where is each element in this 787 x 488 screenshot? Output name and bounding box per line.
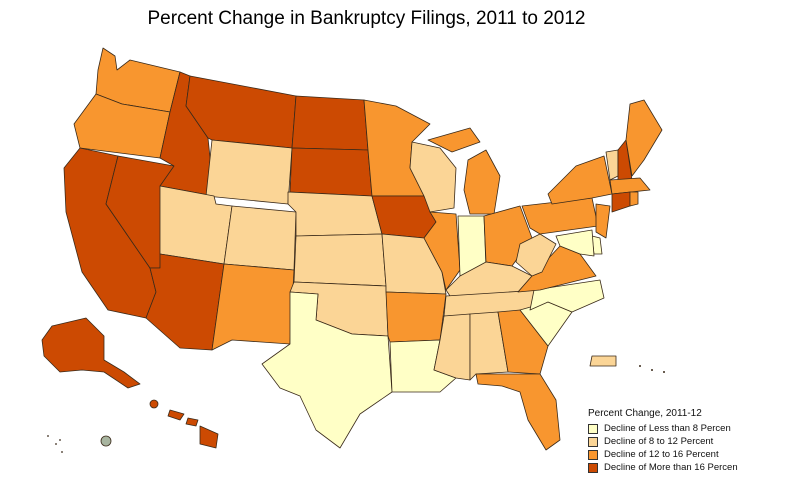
state-wy[interactable]: [205, 139, 293, 205]
pr-islets: [639, 365, 665, 373]
state-nd[interactable]: [291, 95, 369, 151]
state-fl[interactable]: [475, 373, 561, 451]
legend-item-8-to-12: Decline of 8 to 12 Percent: [588, 435, 778, 448]
small-islands: [47, 435, 63, 453]
state-mi[interactable]: [463, 149, 501, 215]
legend-swatch: [588, 436, 598, 447]
state-ri[interactable]: [629, 191, 639, 207]
state-md[interactable]: [555, 229, 595, 257]
territory-island: [100, 435, 112, 447]
state-ny[interactable]: [547, 155, 613, 205]
legend-label: Decline of 8 to 12 Percent: [604, 436, 714, 447]
state-sd[interactable]: [289, 147, 373, 197]
state-pa[interactable]: [521, 197, 599, 235]
legend-swatch: [588, 449, 598, 460]
state-hi[interactable]: [149, 399, 219, 449]
state-me[interactable]: [625, 99, 663, 177]
state-ak[interactable]: [41, 317, 141, 389]
state-nm[interactable]: [211, 263, 295, 351]
map-legend: Percent Change, 2011-12 Decline of Less …: [588, 408, 778, 474]
state-wi[interactable]: [409, 141, 457, 213]
legend-swatch: [588, 462, 598, 473]
territory-pr[interactable]: [589, 355, 617, 367]
state-ma[interactable]: [609, 177, 651, 195]
state-al[interactable]: [469, 311, 509, 381]
legend-item-more-than-16: Decline of More than 16 Percen: [588, 461, 778, 474]
state-ar[interactable]: [385, 291, 447, 343]
legend-label: Decline of More than 16 Percen: [604, 462, 738, 473]
state-az[interactable]: [145, 253, 225, 351]
state-il[interactable]: [423, 211, 461, 291]
state-ga[interactable]: [497, 309, 549, 375]
state-mi-upper[interactable]: [427, 127, 481, 153]
legend-label: Decline of Less than 8 Percen: [604, 423, 731, 434]
legend-swatch: [588, 423, 598, 434]
legend-title: Percent Change, 2011-12: [588, 408, 702, 419]
legend-item-12-to-16: Decline of 12 to 16 Percent: [588, 448, 778, 461]
legend-label: Decline of 12 to 16 Percent: [604, 449, 719, 460]
state-ct[interactable]: [611, 191, 631, 213]
state-ks[interactable]: [293, 233, 387, 287]
state-tx[interactable]: [261, 291, 393, 449]
state-co[interactable]: [223, 205, 297, 271]
state-ne[interactable]: [287, 191, 383, 237]
map-title: Percent Change in Bankruptcy Filings, 20…: [147, 8, 586, 29]
state-nj[interactable]: [595, 203, 611, 239]
legend-item-less-than-8: Decline of Less than 8 Percen: [588, 422, 778, 435]
